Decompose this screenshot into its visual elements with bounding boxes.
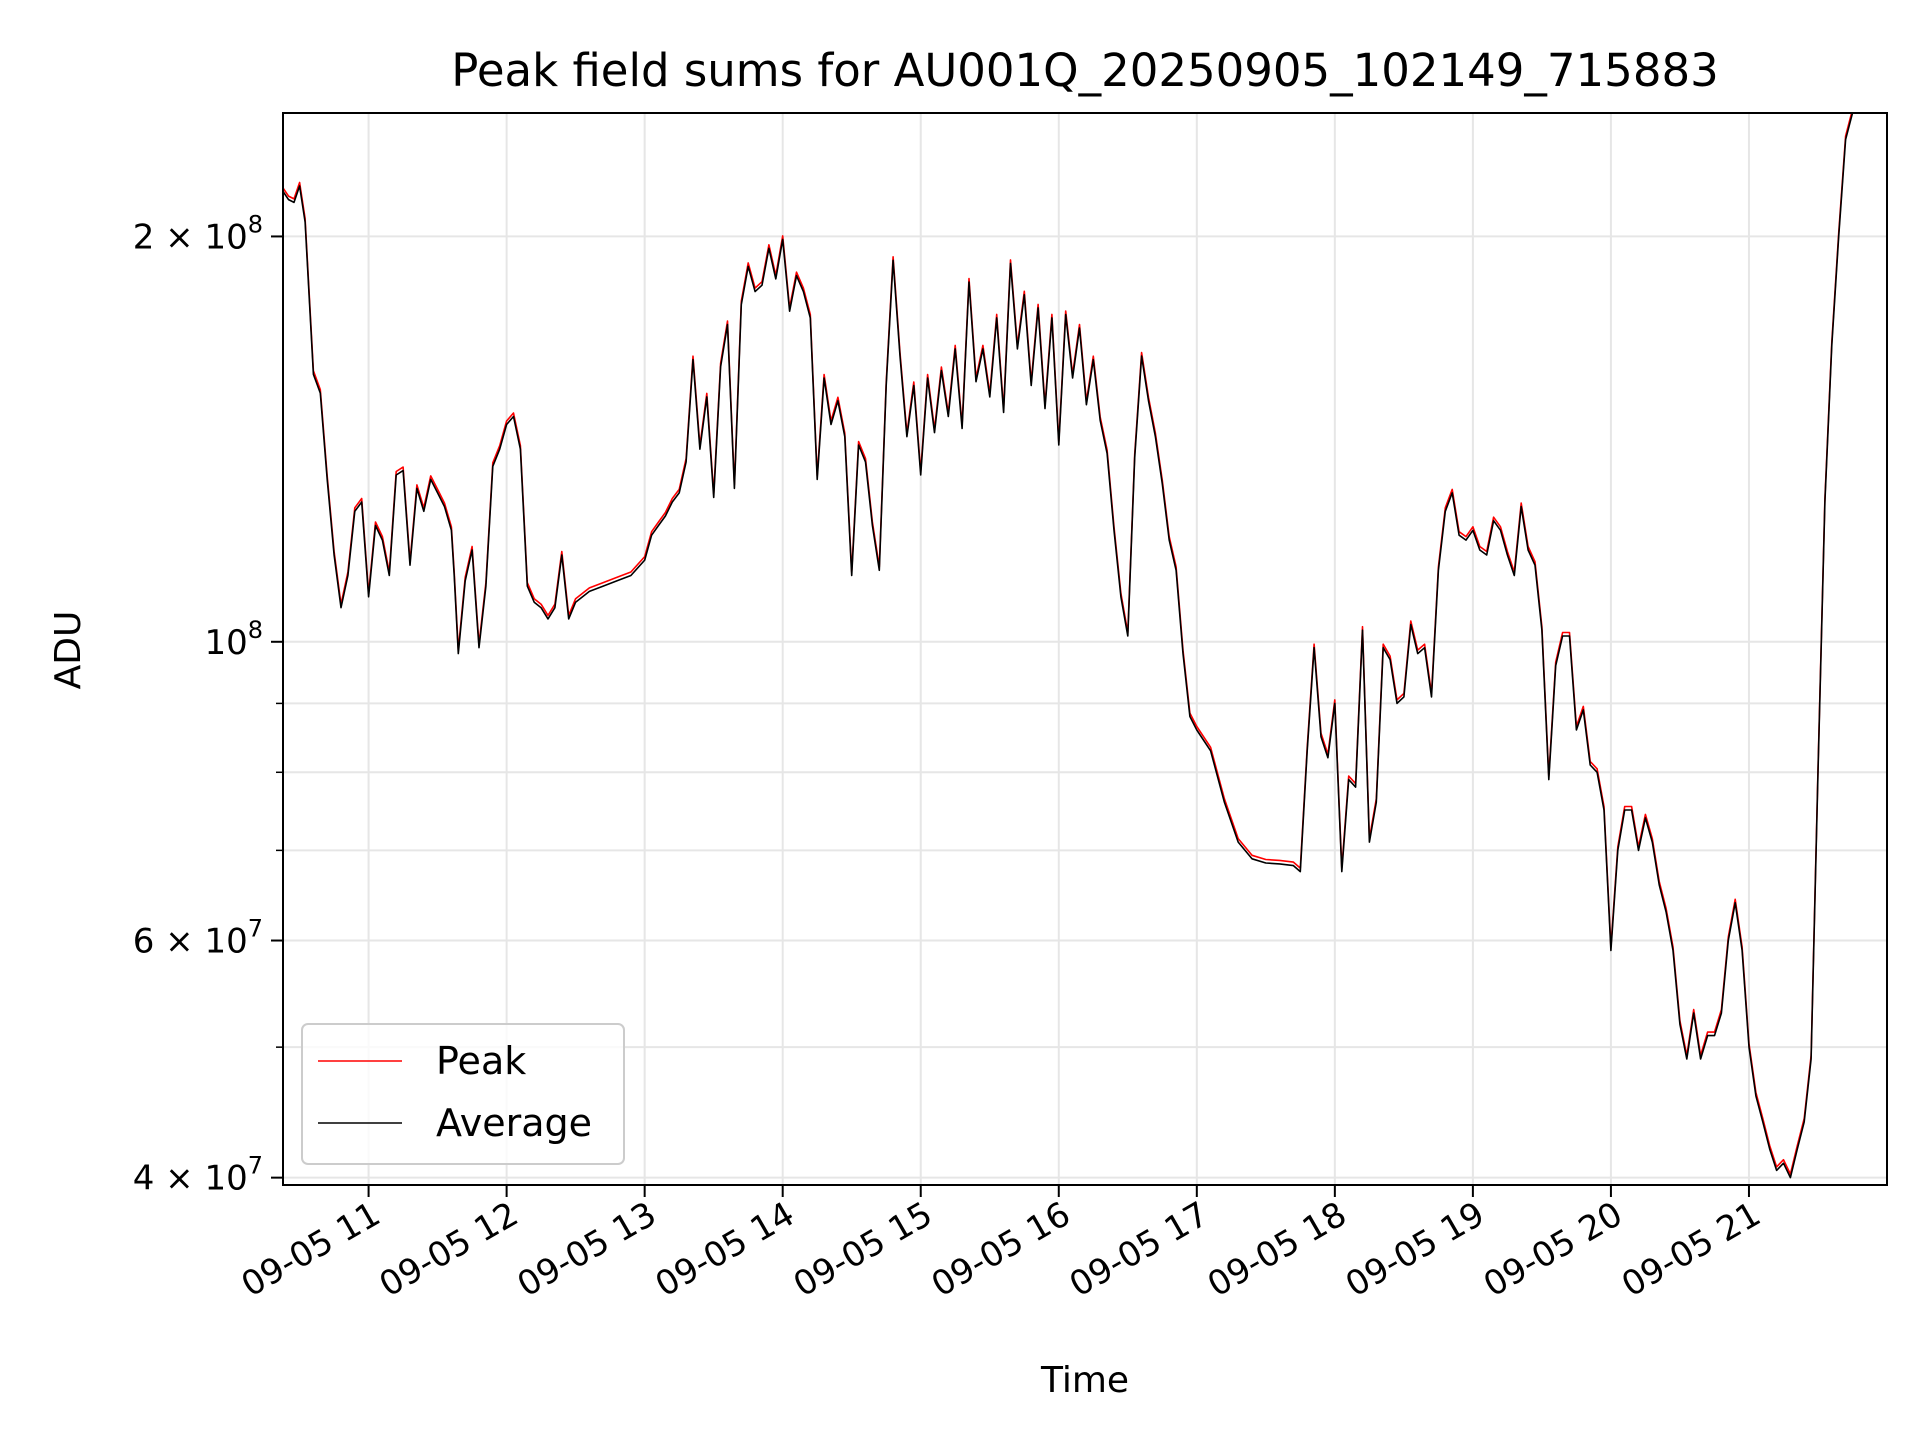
y-tick-label: 108 <box>204 616 263 663</box>
x-tick-label: 09-05 21 <box>1615 1194 1767 1305</box>
grid-lines <box>283 113 1887 1185</box>
y-tick-label: 6 × 107 <box>133 915 263 962</box>
chart-title: Peak field sums for AU001Q_20250905_1021… <box>451 44 1718 97</box>
plot-frame <box>282 112 1888 1186</box>
x-tick-label: 09-05 20 <box>1477 1194 1629 1305</box>
x-axis-label: Time <box>1040 1360 1129 1401</box>
legend-average-label: Average <box>436 1101 592 1145</box>
x-tick-label: 09-05 12 <box>373 1194 525 1305</box>
x-tick-label: 09-05 14 <box>649 1194 801 1305</box>
x-tick-label: 09-05 11 <box>235 1194 387 1305</box>
y-axis-label: ADU <box>48 611 89 690</box>
x-tick-label: 09-05 18 <box>1201 1194 1353 1305</box>
x-tick-label: 09-05 15 <box>787 1194 939 1305</box>
x-tick-label: 09-05 19 <box>1339 1194 1491 1305</box>
y-tick-label: 2 × 108 <box>133 210 263 257</box>
y-tick-label: 4 × 107 <box>133 1152 263 1199</box>
x-tick-label: 09-05 16 <box>925 1194 1077 1305</box>
y-axis-ticks: 2 × 108 108 6 × 107 4 × 107 <box>133 210 283 1199</box>
average-series-line <box>283 113 1854 1179</box>
legend-peak-label: Peak <box>436 1039 526 1083</box>
x-tick-label: 09-05 17 <box>1063 1194 1215 1305</box>
x-tick-label: 09-05 13 <box>511 1194 663 1305</box>
legend-box <box>301 1023 625 1165</box>
series-layer <box>283 113 1854 1179</box>
legend: Peak Average <box>301 1023 625 1165</box>
